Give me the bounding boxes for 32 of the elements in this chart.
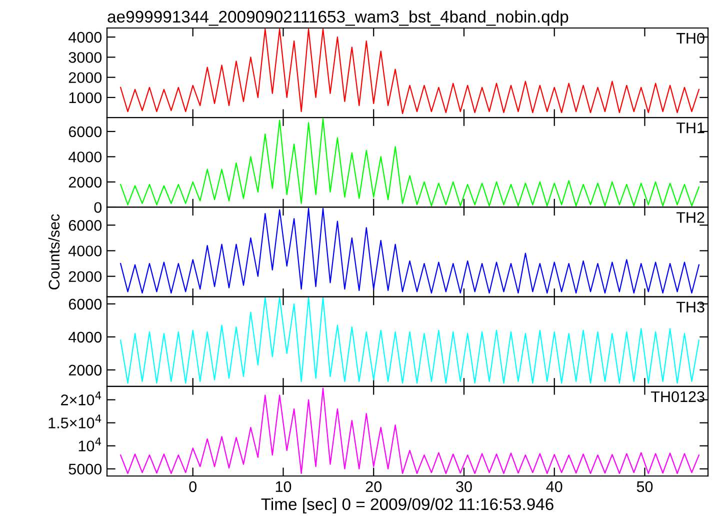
series-label: TH3: [676, 302, 704, 312]
x-tick-label: 50: [636, 481, 653, 492]
chart-title: ae999991344_20090902111653_wam3_bst_4band_nobin.qdp: [108, 10, 568, 26]
y-tick-label: 2000: [68, 364, 102, 376]
y-tick-label: 1000: [69, 92, 102, 104]
text: TH2: [676, 212, 704, 223]
text: TH0123: [650, 391, 704, 402]
y-tick-label: 6000: [68, 298, 102, 310]
y-tick-label: 0: [94, 202, 102, 213]
x-tick-label: 40: [546, 481, 562, 492]
y-axis-title: Counts/sec: [48, 214, 60, 290]
y-tick-label: 10$^{4}$: [78, 438, 102, 452]
y-tick-label: 5000: [68, 464, 102, 475]
text: TH1: [676, 122, 704, 134]
y-tick-label: 4000: [68, 332, 102, 343]
y-tick-label: 4000: [68, 152, 102, 162]
x-axis-title: Time [sec] 0 = 2009/09/02 11:16:53.946: [261, 498, 554, 514]
x-tick-label: 30: [456, 481, 472, 492]
y-tick-label: 2000: [68, 72, 102, 84]
y-tick-label: 2×10$^{4}$: [61, 392, 102, 406]
y-tick-label: 6000: [68, 126, 102, 138]
y-tick-label: 2000: [68, 271, 102, 282]
y-tick-label: 1.5×10$^{4}$: [48, 414, 102, 428]
text: TH0: [676, 32, 704, 44]
x-tick-label: 10: [276, 481, 292, 492]
y-tick-label: 4000: [68, 246, 102, 256]
y-tick-label: 4000: [68, 32, 102, 43]
x-tick-label: 20: [366, 481, 382, 492]
x-tick-label: 0: [189, 481, 197, 492]
y-tick-label: 2000: [68, 176, 102, 188]
y-tick-label: 3000: [68, 52, 102, 63]
y-tick-label: 6000: [68, 220, 102, 231]
